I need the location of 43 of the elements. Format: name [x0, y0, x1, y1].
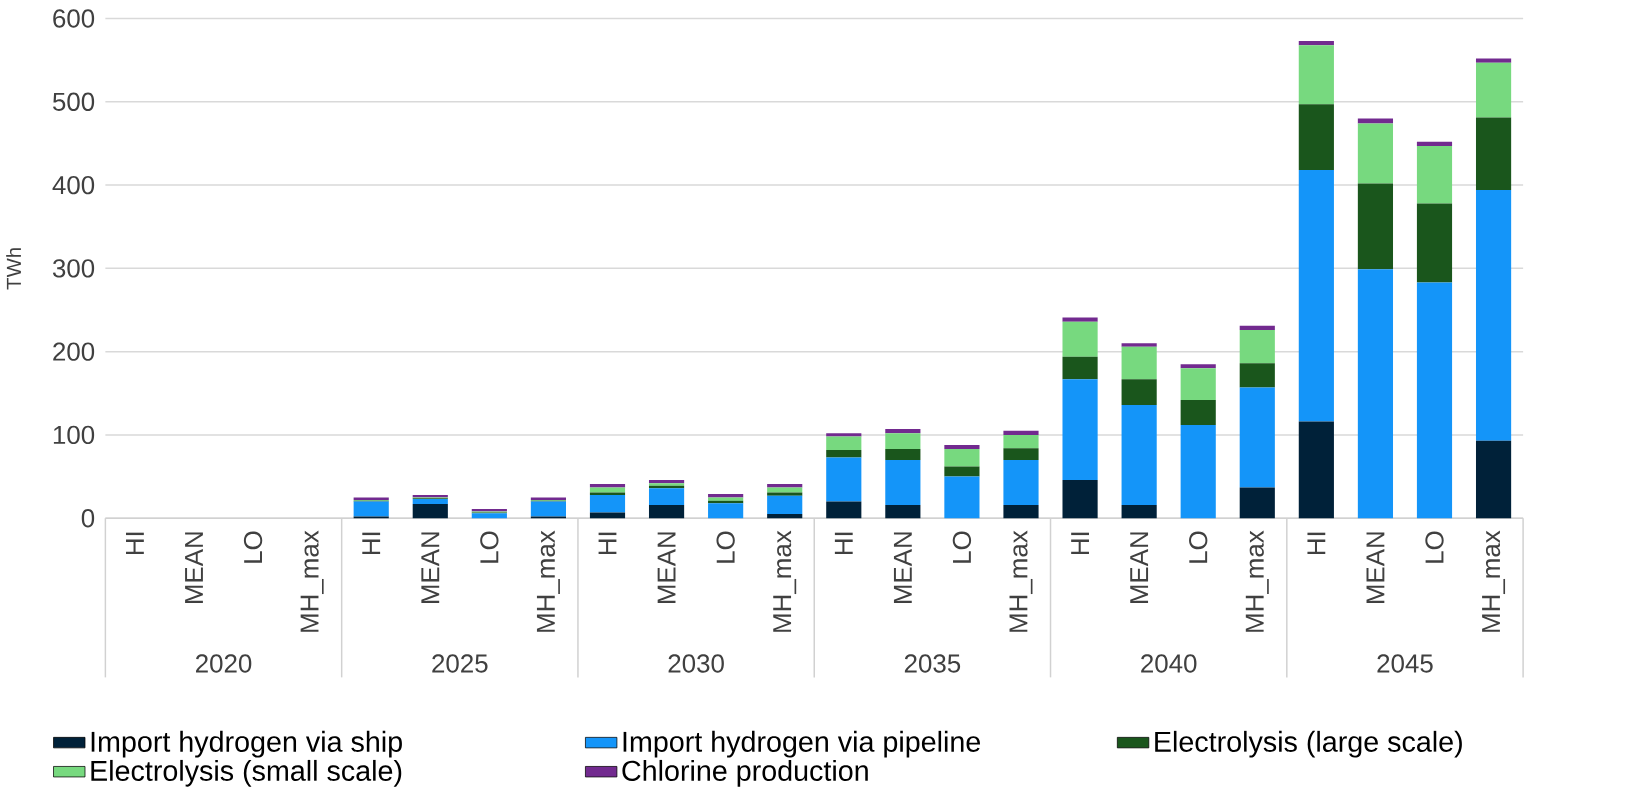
legend-label: Electrolysis (small scale): [91, 759, 402, 787]
x-tick-label: LO: [1425, 531, 1444, 563]
x-tick-label: MEAN: [1130, 532, 1149, 604]
x-tick-label: MEAN: [421, 532, 440, 604]
x-tick-label: MEAN: [1366, 532, 1385, 604]
x-tick-label: LO: [243, 531, 263, 563]
x-tick-label: HI: [1307, 532, 1326, 555]
x-tick-label: MH_max: [1245, 530, 1269, 632]
text: 2025: [432, 654, 488, 673]
text: 2045: [1377, 654, 1433, 673]
y-tick-label: 400: [52, 175, 95, 195]
legend-label: Electrolysis (large scale): [1155, 730, 1462, 758]
x-tick-label: MEAN: [893, 532, 912, 604]
x-tick-label: MH_max: [536, 530, 560, 632]
y-tick-label: 500: [52, 92, 95, 112]
y-axis-title: TWh: [6, 248, 21, 290]
x-tick-label: MEAN: [185, 532, 203, 604]
x-tick-label: MH_max: [1482, 530, 1506, 632]
y-tick-label: 200: [53, 342, 95, 361]
y-tick-label: 0: [81, 509, 95, 528]
x-tick-label: HI: [1071, 532, 1089, 555]
text: 2020: [196, 654, 252, 673]
x-tick-label: MEAN: [657, 532, 676, 604]
legend-label: Import hydrogen via ship: [91, 730, 402, 758]
x-tick-label: HI: [362, 532, 381, 555]
text: 2035: [904, 654, 961, 673]
legend-label: Chlorine production: [622, 759, 868, 787]
x-tick-label: MH_max: [300, 530, 324, 632]
x-tick-label: LO: [952, 531, 972, 563]
x-tick-label: LO: [1189, 531, 1208, 563]
x-tick-label: LO: [716, 531, 735, 563]
x-tick-label: HI: [834, 532, 853, 555]
x-tick-label: HI: [598, 532, 617, 555]
y-tick-label: 300: [52, 259, 95, 278]
x-tick-label: MH_max: [1009, 530, 1033, 632]
text: 2040: [1141, 654, 1197, 673]
x-tick-label: MH_max: [773, 530, 797, 632]
y-tick-label: 600: [53, 9, 95, 28]
x-tick-label: HI: [126, 532, 144, 555]
legend-label: Import hydrogen via pipeline: [623, 730, 981, 758]
text: 2030: [668, 654, 724, 673]
y-tick-label: 100: [53, 425, 95, 445]
x-tick-label: LO: [480, 531, 499, 563]
